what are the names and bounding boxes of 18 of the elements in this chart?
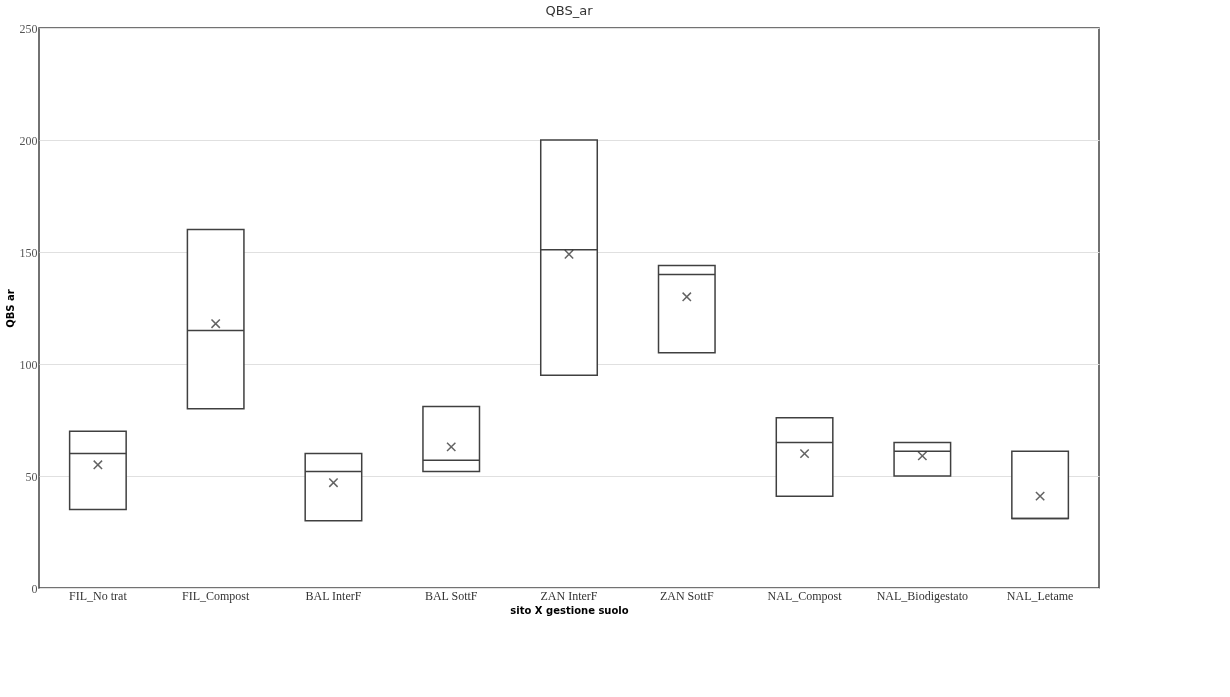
chart-title: QBS_ar bbox=[545, 3, 594, 18]
y-tick-label: 50 bbox=[25, 469, 38, 484]
x-tick-label: NAL_Compost bbox=[767, 588, 843, 603]
x-tick-label: BAL SottF bbox=[424, 588, 478, 603]
y-axis-title: QBS ar bbox=[4, 289, 16, 328]
x-tick-label: BAL InterF bbox=[305, 588, 362, 603]
x-tick-label: FIL_Compost bbox=[181, 588, 250, 603]
x-tick-label: ZAN InterF bbox=[540, 588, 598, 603]
x-tick-label: NAL_Letame bbox=[1006, 588, 1074, 603]
y-tick-label: 200 bbox=[19, 133, 38, 148]
x-tick-label: NAL_Biodigestato bbox=[876, 588, 968, 603]
y-tick-label: 100 bbox=[19, 357, 38, 372]
y-tick-label: 250 bbox=[19, 21, 38, 36]
x-tick-label: ZAN SottF bbox=[659, 588, 714, 603]
y-tick-label: 0 bbox=[31, 581, 38, 596]
x-axis-title: sito X gestione suolo bbox=[510, 604, 629, 616]
y-tick-label: 150 bbox=[19, 245, 38, 260]
x-tick-label: FIL_No trat bbox=[69, 588, 128, 603]
